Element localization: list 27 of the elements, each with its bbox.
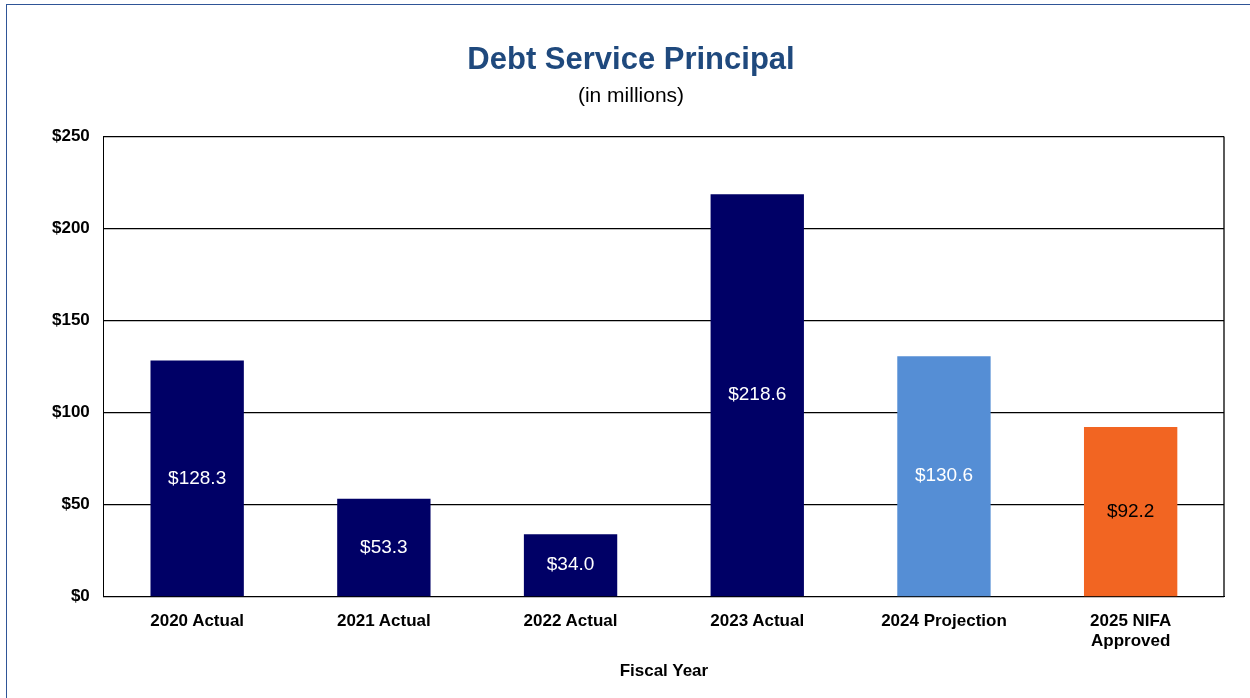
x-tick-label: 2023 Actual (710, 610, 805, 630)
y-tick-label: $250 (51, 126, 90, 146)
x-tick-label: 2024 Projection (881, 610, 1007, 630)
x-tick-label: 2020 Actual (150, 610, 245, 630)
bar (1083, 427, 1178, 597)
bar (897, 356, 991, 597)
bar (523, 534, 618, 597)
data-label: $53.3 (360, 535, 408, 557)
x-tick-label: 2021 Actual (336, 610, 431, 630)
bar (337, 498, 431, 597)
x-tick-label: 2025 NIFA Approved (1090, 610, 1172, 651)
y-tick-label: $50 (61, 494, 90, 514)
y-tick-label: $200 (51, 218, 90, 238)
x-tick-label: 2022 Actual (523, 610, 618, 630)
y-tick-label: $150 (51, 310, 90, 330)
data-label: $218.6 (728, 383, 787, 405)
data-label: $92.2 (1106, 499, 1155, 521)
data-label: $128.3 (168, 466, 227, 488)
y-tick-label: $0 (70, 586, 90, 606)
data-label: $34.0 (546, 553, 595, 575)
x-axis-title: Fiscal Year (619, 661, 709, 681)
y-tick-label: $100 (51, 402, 90, 422)
chart-subtitle: (in millions) (577, 82, 685, 106)
bar (710, 194, 804, 597)
bar (150, 360, 244, 597)
chart-title: Debt Service Principal (467, 41, 795, 77)
data-label: $130.6 (914, 464, 974, 486)
